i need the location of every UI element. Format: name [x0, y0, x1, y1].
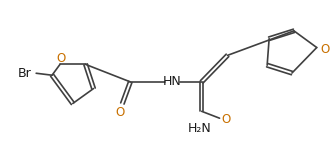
Text: O: O: [56, 52, 66, 65]
Text: Br: Br: [17, 67, 31, 80]
Text: HN: HN: [163, 75, 181, 88]
Text: H₂N: H₂N: [188, 122, 211, 135]
Text: O: O: [320, 43, 329, 56]
Text: O: O: [222, 113, 231, 126]
Text: O: O: [116, 106, 125, 119]
